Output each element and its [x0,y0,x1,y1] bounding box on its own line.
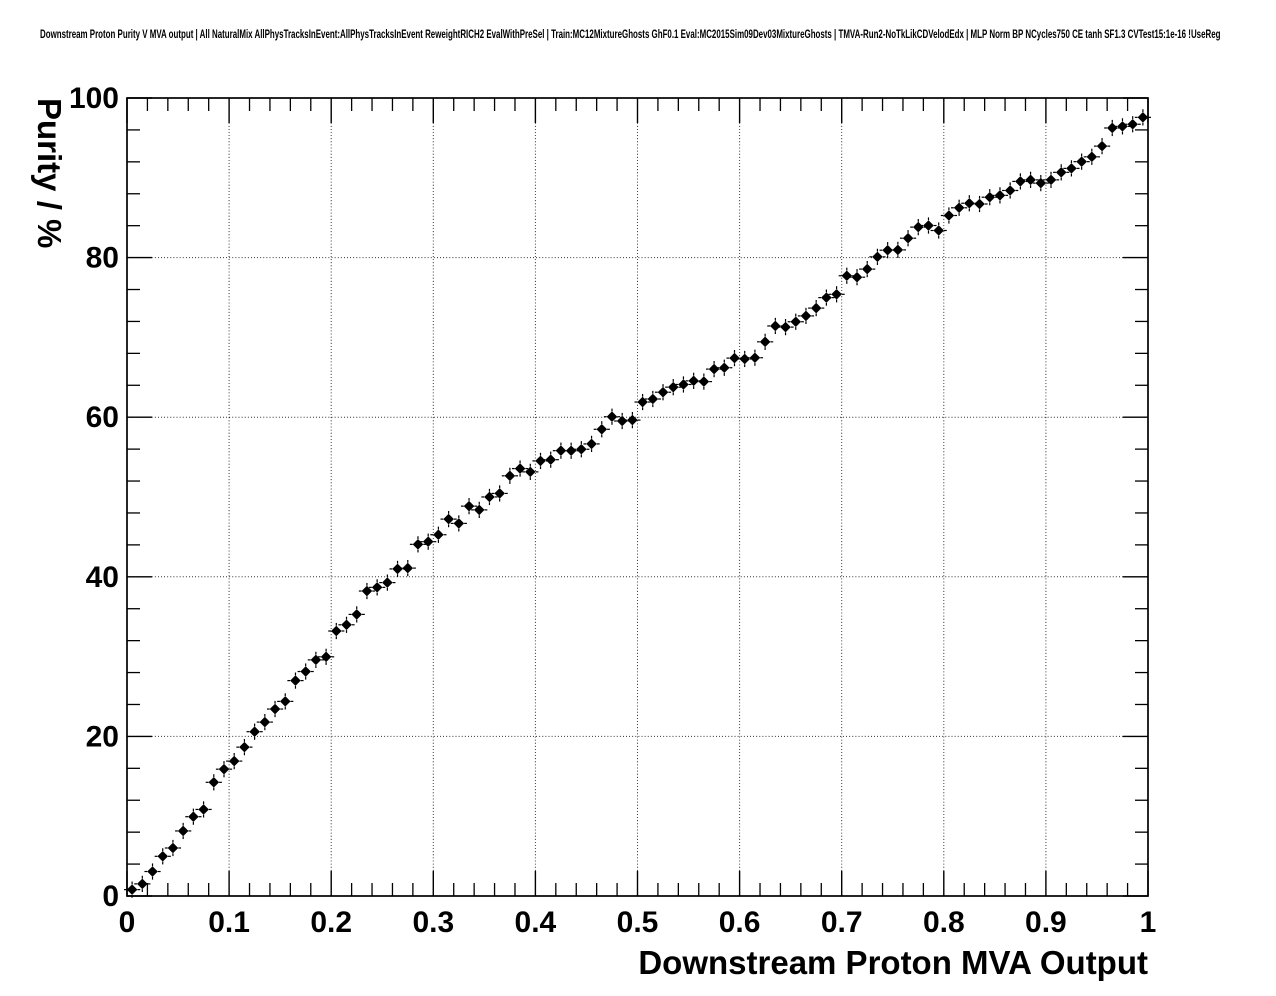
svg-text:0.7: 0.7 [821,906,863,939]
svg-text:0.9: 0.9 [1025,906,1067,939]
svg-text:Downstream Proton MVA Output: Downstream Proton MVA Output [638,944,1148,981]
svg-text:0: 0 [119,906,136,939]
svg-text:80: 80 [86,242,119,275]
svg-text:60: 60 [86,401,119,434]
svg-text:100: 100 [69,82,119,115]
svg-text:Purity / %: Purity / % [31,98,68,248]
svg-text:0.6: 0.6 [719,906,761,939]
svg-text:0.1: 0.1 [208,906,250,939]
svg-text:0.2: 0.2 [310,906,352,939]
svg-text:0.4: 0.4 [515,906,557,939]
svg-text:1: 1 [1140,906,1157,939]
svg-text:0: 0 [102,880,119,913]
svg-text:20: 20 [86,720,119,753]
svg-text:0.8: 0.8 [923,906,965,939]
svg-text:0.5: 0.5 [617,906,659,939]
svg-text:40: 40 [86,561,119,594]
svg-text:0.3: 0.3 [412,906,454,939]
